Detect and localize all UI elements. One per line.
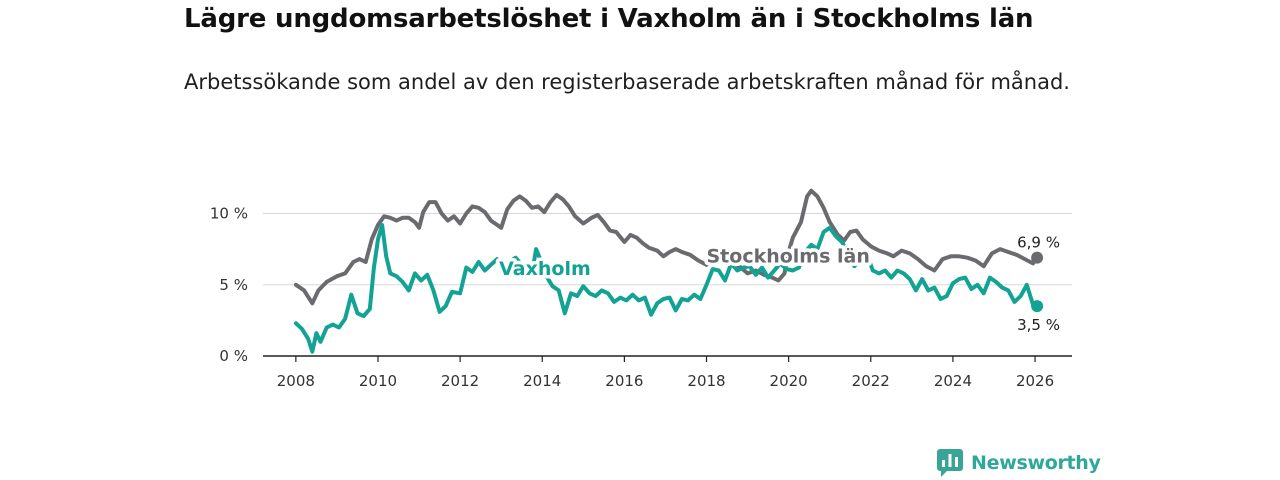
series-end-dot-stockholm [1031, 251, 1044, 264]
x-tick-label-2024: 2024 [934, 372, 972, 390]
series-end-dot-vaxholm [1031, 300, 1044, 313]
axes: 0 % 5 % 10 % 2008 2010 2012 2014 2016 2018 2020 20… [210, 205, 1072, 390]
series-lines [293, 188, 1044, 354]
series-label-vaxholm: Vaxholm [499, 258, 591, 280]
x-tick-label-2010: 2010 [359, 372, 397, 390]
x-tick-label-2022: 2022 [852, 372, 890, 390]
chart-subtitle: Arbetssökande som andel av den registerb… [184, 70, 1070, 94]
x-tick-label-2018: 2018 [687, 372, 725, 390]
x-tick-label-2016: 2016 [605, 372, 643, 390]
series-label-stockholm: Stockholms län [707, 246, 870, 268]
y-tick-label-0: 0 % [219, 347, 248, 365]
brand-name: Newsworthy [971, 452, 1101, 474]
end-label-stockholm: 6,9 % [1017, 234, 1060, 252]
chart-title: Lägre ungdomsarbetslöshet i Vaxholm än i… [184, 4, 1034, 34]
x-tick-label-2008: 2008 [277, 372, 315, 390]
newsworthy-logo-icon [937, 449, 963, 477]
x-tick-label-2014: 2014 [523, 372, 561, 390]
end-label-vaxholm: 3,5 % [1017, 316, 1060, 334]
grid-lines [263, 213, 1072, 286]
series-labels: Vaxholm Stockholms län 6,9 % 3,5 % [496, 230, 1064, 337]
x-tick-label-2012: 2012 [441, 372, 479, 390]
brand-logo: Newsworthy [937, 448, 1101, 478]
y-tick-label-5: 5 % [219, 276, 248, 294]
series-line-vaxholm [293, 222, 1040, 354]
x-tick-label-2020: 2020 [770, 372, 808, 390]
y-tick-label-10: 10 % [210, 205, 248, 223]
series-line-stockholm [293, 188, 1040, 306]
x-tick-label-2026: 2026 [1016, 372, 1054, 390]
